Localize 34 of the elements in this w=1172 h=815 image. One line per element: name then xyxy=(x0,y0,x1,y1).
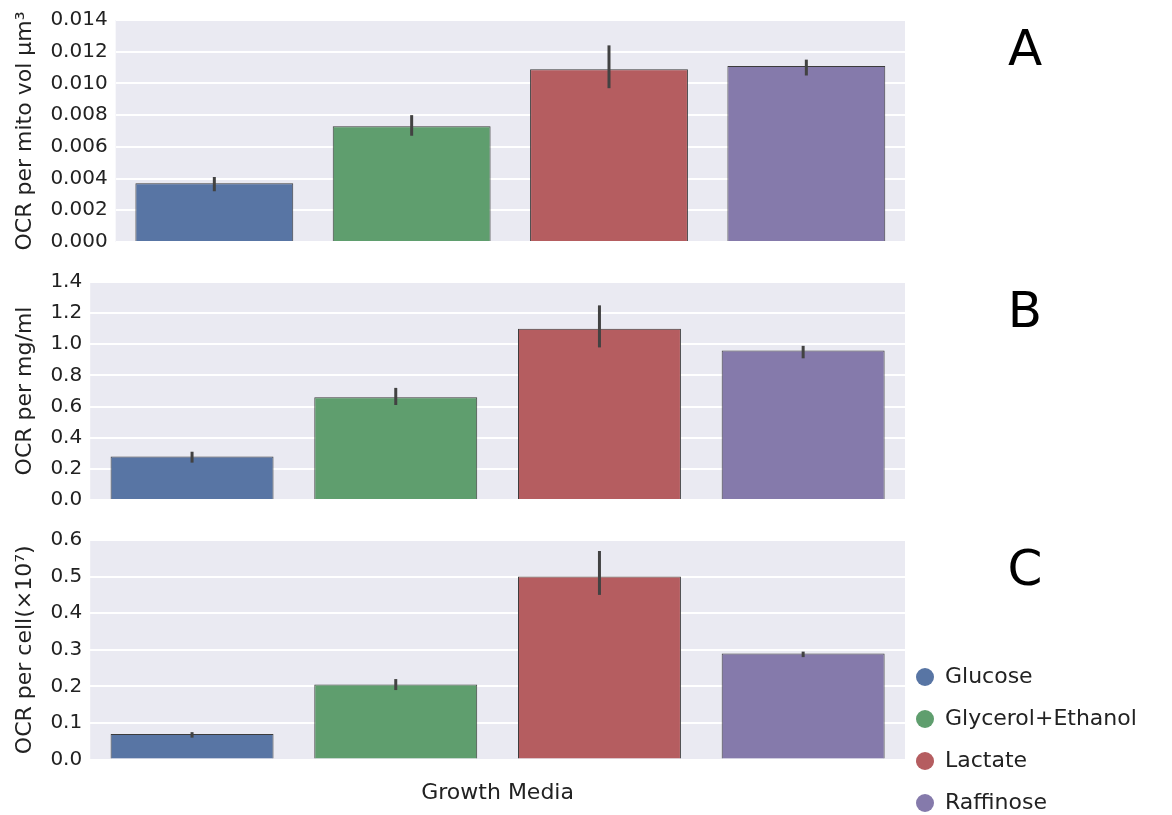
y-tick-label: 0.008 xyxy=(50,101,108,126)
y-tick-label: 0.002 xyxy=(50,196,108,221)
y-tick-label: 0.4 xyxy=(50,599,83,624)
y-tick-label: 0.000 xyxy=(50,228,108,253)
legend-label: Glucose xyxy=(945,662,1033,688)
y-tick-label: 0.6 xyxy=(50,392,83,417)
y-tick-label: 0.5 xyxy=(50,562,83,587)
y-tick-label: 0.012 xyxy=(50,37,108,62)
y-tick-label: 1.2 xyxy=(50,299,83,324)
y-tick-label: 0.010 xyxy=(50,69,108,94)
y-tick-label: 0.006 xyxy=(50,133,108,158)
text: A xyxy=(1007,18,1043,77)
y-tick-label: 0.004 xyxy=(50,164,108,189)
legend-label: Raffinose xyxy=(945,788,1047,814)
y-tick-label: 0.4 xyxy=(50,423,83,448)
y-tick-label: 0.2 xyxy=(50,672,83,697)
legend-label: Lactate xyxy=(945,746,1028,772)
y-tick-label: 0.6 xyxy=(50,526,83,551)
y-axis-title: OCR per mg/ml xyxy=(10,306,36,476)
y-axis-title: OCR per cell(×10⁷) xyxy=(10,545,36,755)
y-tick-label: 1.0 xyxy=(50,330,83,355)
y-tick-label: 0.8 xyxy=(50,361,83,386)
text: B xyxy=(1007,280,1043,339)
text: C xyxy=(1007,538,1043,597)
y-tick-label: 1.4 xyxy=(50,268,83,293)
legend-label: Glycerol+Ethanol xyxy=(945,704,1137,730)
y-tick-label: 0.014 xyxy=(50,6,108,31)
y-tick-label: 0.1 xyxy=(50,709,83,734)
y-axis-title: OCR per mito vol μm³ xyxy=(10,11,36,251)
x-axis-title: Growth Media xyxy=(421,778,574,804)
y-tick-label: 0.0 xyxy=(50,745,83,770)
y-tick-label: 0.2 xyxy=(50,455,83,480)
y-tick-label: 0.3 xyxy=(50,636,83,660)
y-tick-label: 0.0 xyxy=(50,486,83,511)
